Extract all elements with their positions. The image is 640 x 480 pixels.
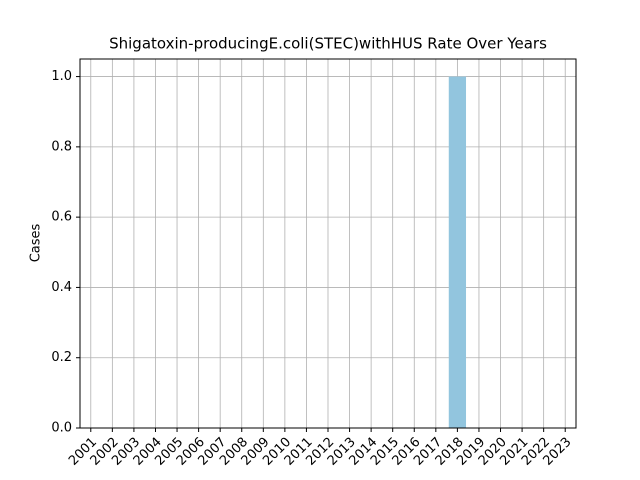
y-axis-label: Cases <box>29 223 44 262</box>
y-tick-label: 0.0 <box>51 421 72 436</box>
y-tick-label: 0.8 <box>51 139 72 154</box>
chart-title: Shigatoxin-producingE.coli(STEC)withHUS … <box>109 35 547 53</box>
y-tick-label: 0.4 <box>51 280 72 295</box>
bar <box>448 76 467 429</box>
y-tick-label: 0.2 <box>51 350 72 365</box>
y-tick-label: 0.6 <box>51 210 72 225</box>
plot-frame <box>79 58 577 429</box>
y-tick-label: 1.0 <box>51 69 72 84</box>
